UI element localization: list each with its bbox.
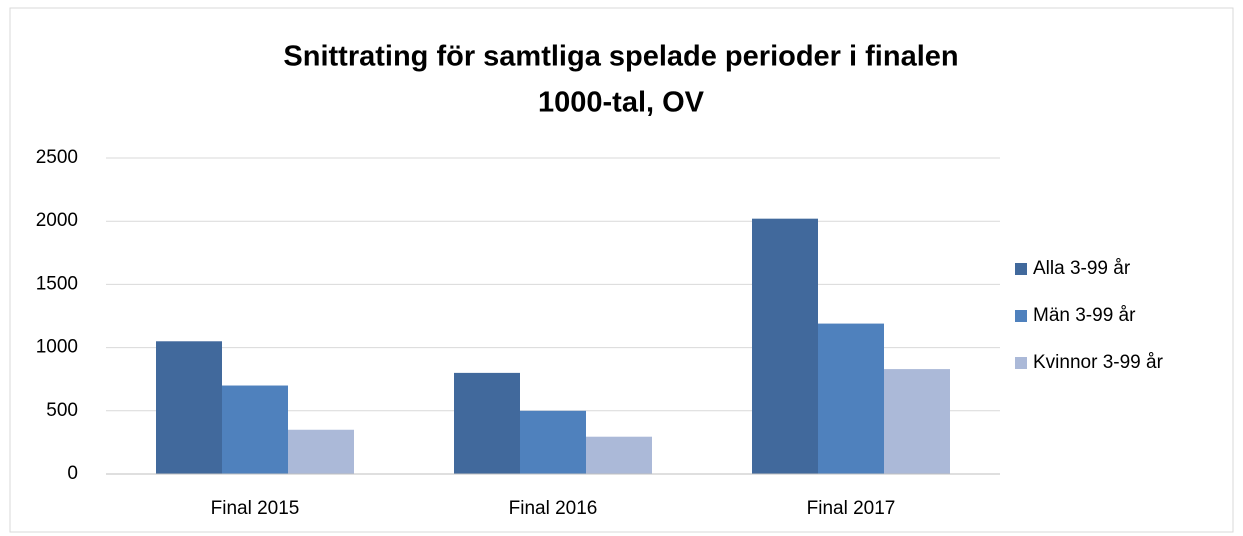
legend-label: Män 3-99 år [1033,305,1136,326]
chart-title: Snittrating för samtliga spelade periode… [283,41,958,73]
bar [288,429,354,474]
bar [222,385,288,474]
bar [586,436,652,474]
bar [818,323,884,474]
bar [752,218,818,474]
bar [156,341,222,474]
x-tick-label: Final 2017 [807,498,896,519]
bar [454,372,520,474]
legend-swatch [1015,357,1027,369]
y-tick-label: 2500 [36,147,78,168]
y-tick-label: 1000 [36,337,78,358]
legend-swatch [1015,263,1027,275]
chart-title: 1000-tal, OV [538,87,705,119]
y-tick-label: 2000 [36,210,78,231]
y-tick-label: 500 [46,400,78,421]
y-tick-label: 0 [67,463,78,484]
x-tick-label: Final 2015 [211,498,300,519]
bar [884,369,950,474]
bar [520,410,586,474]
x-tick-label: Final 2016 [509,498,598,519]
legend-label: Alla 3-99 år [1033,258,1131,279]
legend-label: Kvinnor 3-99 år [1033,352,1164,373]
legend-swatch [1015,310,1027,322]
y-tick-label: 1500 [36,273,78,294]
